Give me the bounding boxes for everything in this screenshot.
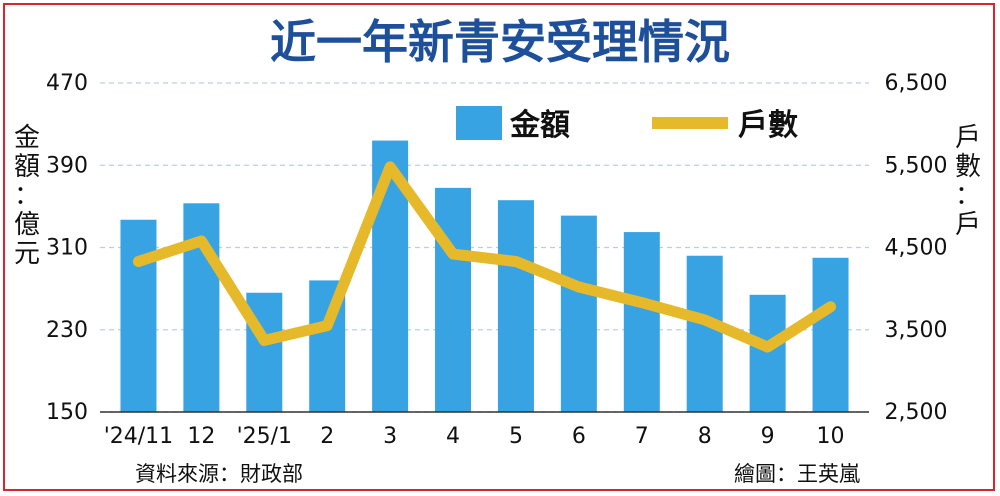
bar-5 <box>497 200 534 412</box>
line-point <box>766 346 769 349</box>
left-tick-label: 310 <box>46 236 88 261</box>
line-point <box>514 260 517 263</box>
line-point <box>452 253 455 256</box>
x-tick-label: 6 <box>572 424 586 449</box>
bar-10 <box>812 257 849 412</box>
bar-4 <box>435 187 472 412</box>
line-series <box>132 161 837 353</box>
left-axis-title: 金額：億元 <box>14 123 40 269</box>
chart-title: 近一年新青安受理情況 <box>270 15 730 69</box>
left-axis-ticks: 150 230 310 390 470 <box>46 71 88 425</box>
line-point <box>389 165 392 168</box>
right-tick-label: 6,500 <box>885 71 948 96</box>
line-point <box>326 324 329 327</box>
bar-'24/11 <box>120 219 157 412</box>
legend-bar-swatch <box>456 106 502 140</box>
legend-line-label: 戶數 <box>738 108 798 143</box>
bar-series <box>100 140 869 413</box>
line-point <box>263 339 266 342</box>
bar-7 <box>623 232 660 412</box>
x-tick-label: 12 <box>187 424 215 449</box>
x-tick-label: 9 <box>761 424 775 449</box>
x-tick-label: 3 <box>383 424 397 449</box>
x-tick-label: 7 <box>635 424 649 449</box>
right-tick-label: 3,500 <box>885 318 948 343</box>
x-tick-label: 8 <box>698 424 712 449</box>
left-tick-label: 150 <box>46 400 88 425</box>
bar-9 <box>749 294 786 412</box>
source-note: 資料來源：財政部 <box>135 462 303 486</box>
x-tick-label: 5 <box>509 424 523 449</box>
line-point <box>577 285 580 288</box>
left-tick-label: 470 <box>46 71 88 96</box>
left-tick-label: 390 <box>46 153 88 178</box>
credit-note: 繪圖：王英嵐 <box>734 462 860 486</box>
line-point <box>137 260 140 263</box>
bar-12 <box>183 203 220 412</box>
x-tick-label: '24/11 <box>104 424 173 449</box>
bar-6 <box>560 215 597 412</box>
right-tick-label: 2,500 <box>885 400 948 425</box>
axis-title-text: 戶數：戶 <box>955 123 981 240</box>
x-axis-ticks: '24/11 12 '25/1 2 3 4 5 6 7 8 9 10 <box>104 424 845 449</box>
right-axis-ticks: 2,500 3,500 4,500 5,500 6,500 <box>885 71 948 425</box>
right-tick-label: 5,500 <box>885 153 948 178</box>
axis-title-text: 金額：億元 <box>14 123 40 269</box>
left-tick-label: 230 <box>46 318 88 343</box>
x-tick-label: '25/1 <box>237 424 292 449</box>
right-axis-title: 戶數：戶 <box>955 123 981 240</box>
line-point <box>703 318 706 321</box>
right-tick-label: 4,500 <box>885 236 948 261</box>
household-line <box>132 161 837 353</box>
x-tick-label: 4 <box>446 424 460 449</box>
line-point <box>829 305 832 308</box>
legend-bar-label: 金額 <box>509 108 570 143</box>
x-tick-label: 10 <box>817 424 845 449</box>
line-point <box>200 239 203 242</box>
bar-8 <box>686 255 723 412</box>
x-tick-label: 2 <box>320 424 334 449</box>
line-point <box>640 301 643 304</box>
